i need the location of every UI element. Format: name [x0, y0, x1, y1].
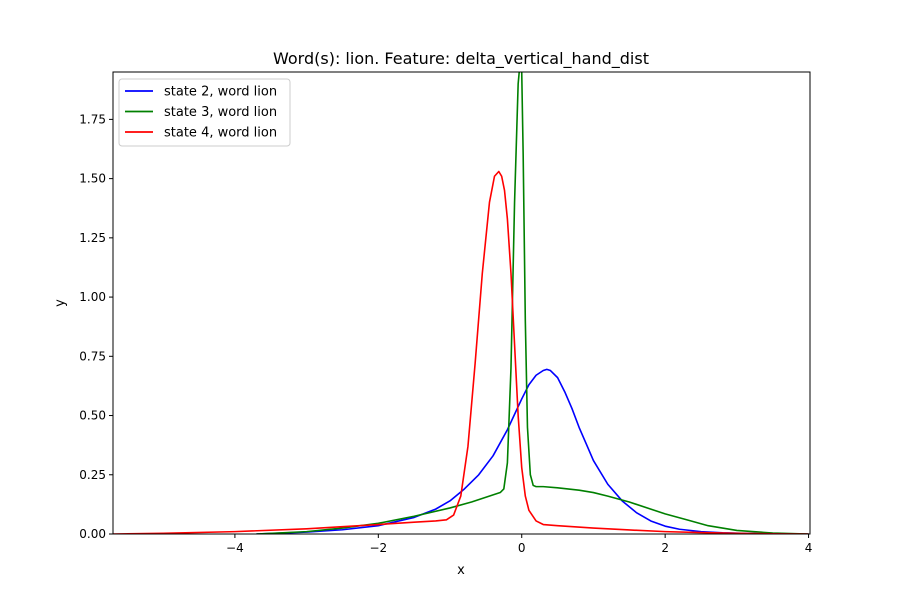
series-line-2 [256, 368, 809, 534]
y-tick-label: 0.00 [79, 527, 106, 541]
y-tick-label: 0.50 [79, 409, 106, 423]
y-tick-label: 0.75 [79, 349, 106, 363]
y-tick-label: 1.50 [79, 172, 106, 186]
y-tick-label: 0.25 [79, 468, 106, 482]
y-axis: 0.00 0.25 0.50 0.75 1.00 1.25 1.50 1.75 [79, 112, 113, 541]
plot-frame [112, 71, 811, 535]
x-axis-label: x [457, 563, 465, 578]
chart-title: Word(s): lion. Feature: delta_vertical_h… [273, 49, 649, 69]
y-axis-label: y [53, 299, 68, 307]
plot-area [112, 71, 811, 535]
y-tick-label: 1.00 [79, 290, 106, 304]
legend-box [118, 78, 291, 147]
x-tick-label: 0 [518, 541, 526, 555]
x-axis: −4 −2 0 2 4 [226, 534, 812, 555]
x-tick-label: 4 [805, 541, 813, 555]
series-line-3 [256, 72, 809, 534]
x-tick-label: 2 [661, 541, 669, 555]
y-tick-label: 1.75 [79, 112, 106, 126]
series-line-4 [113, 170, 809, 534]
y-tick-label: 1.25 [79, 231, 106, 245]
legend-label-4: state 4, word lion [164, 126, 277, 141]
legend: state 2, word lion state 3, word lion stat… [118, 78, 291, 147]
legend-label-3: state 3, word lion [164, 105, 277, 120]
x-tick-label: −2 [369, 541, 387, 555]
legend-label-2: state 2, word lion [164, 85, 277, 100]
x-tick-label: −4 [226, 541, 244, 555]
